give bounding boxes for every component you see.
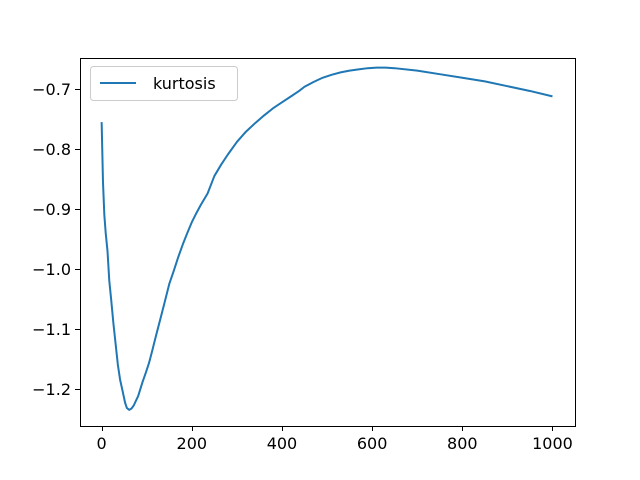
x-tick-label: 200: [177, 434, 208, 453]
x-tick-label: 0: [97, 434, 107, 453]
x-tick-label: 800: [447, 434, 478, 453]
x-tick-label: 600: [357, 434, 388, 453]
y-tick-label: −1.0: [32, 260, 71, 279]
y-axis: −1.2 −1.1 −1.0 −0.9 −0.8 −0.7: [32, 80, 80, 399]
y-tick-label: −1.2: [32, 380, 71, 399]
legend-label-kurtosis: kurtosis: [153, 74, 216, 93]
plot-frame: [80, 58, 576, 427]
legend: kurtosis: [90, 66, 238, 101]
y-tick-label: −0.8: [32, 140, 71, 159]
y-tick-label: −1.1: [32, 320, 71, 339]
y-tick-label: −0.9: [32, 200, 71, 219]
series-layer: [100, 66, 553, 411]
x-tick-label: 400: [267, 434, 298, 453]
legend-box: [90, 66, 238, 101]
y-tick-label: −0.7: [32, 80, 71, 99]
x-tick-label: 1000: [532, 434, 573, 453]
series-line-kurtosis: [100, 66, 553, 411]
x-axis: 0 200 400 600 800 1000: [97, 426, 573, 453]
